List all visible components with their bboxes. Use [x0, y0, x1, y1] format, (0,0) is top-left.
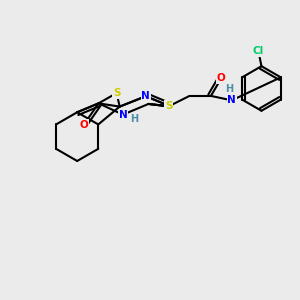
- Text: Cl: Cl: [253, 46, 264, 56]
- Text: N: N: [118, 110, 127, 120]
- Text: S: S: [165, 101, 172, 111]
- Text: N: N: [142, 91, 150, 101]
- Text: S: S: [113, 88, 120, 98]
- Text: H: H: [225, 84, 233, 94]
- Text: O: O: [217, 73, 226, 83]
- Text: N: N: [227, 95, 236, 105]
- Text: O: O: [79, 120, 88, 130]
- Text: H: H: [130, 114, 138, 124]
